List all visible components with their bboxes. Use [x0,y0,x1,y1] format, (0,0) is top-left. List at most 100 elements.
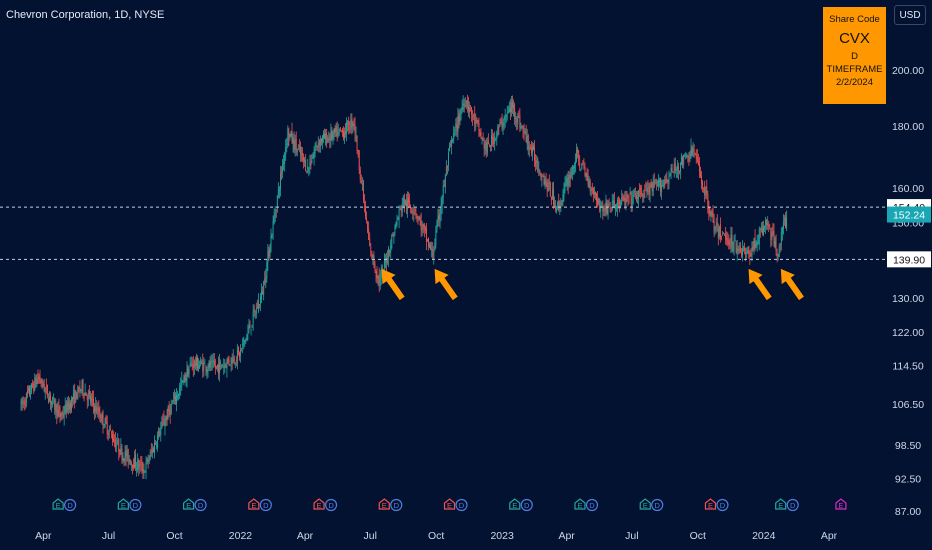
candle-down [467,105,469,111]
dividend-marker[interactable] [651,498,664,512]
candle-down [776,254,778,257]
candle-down [672,171,674,173]
dividend-marker[interactable] [786,498,799,512]
dividend-marker[interactable] [390,498,403,512]
candle-up [459,116,461,121]
candle-up [777,254,779,256]
candle-down [291,130,293,143]
candle-down [744,247,746,251]
candle-down [306,171,308,172]
candle-down [316,145,318,147]
dividend-marker[interactable] [716,498,729,512]
candle-up [495,138,497,140]
earnings-marker[interactable] [443,498,456,510]
candle-down [238,347,239,353]
candle-down [35,378,37,385]
candle-down [660,177,662,192]
candle-up [128,459,130,462]
candle-up [350,119,352,129]
candle-up [715,224,717,229]
earnings-marker[interactable] [248,498,260,510]
candle-down [299,147,301,155]
candle-up [283,162,285,164]
earnings-marker[interactable] [704,498,717,510]
candle-down [770,231,772,240]
x-tick-label: Jul [625,530,638,542]
dividend-marker[interactable] [324,498,338,512]
dividend-marker[interactable] [194,498,207,512]
level-label: 139.90 [893,254,925,266]
candle-down [45,386,47,387]
candle-down [65,404,67,414]
candle-down [365,205,366,217]
candle-down [310,160,312,165]
candle-up [756,242,758,246]
candle-up [68,404,70,410]
candle-up [309,162,311,166]
candle-down [351,117,353,127]
candle-down [305,159,307,171]
y-tick-label: 160.00 [892,183,924,195]
currency-button[interactable]: USD [894,5,926,25]
candle-up [248,325,250,331]
arrow-annotation [748,268,772,301]
dividend-marker[interactable] [455,498,468,512]
candle-up [134,457,135,469]
earnings-marker[interactable] [52,498,64,510]
earnings-marker-label: E [708,501,713,510]
info-box-ticker: CVX [839,30,870,47]
candle-down [159,431,161,436]
candle-up [722,234,723,236]
candle-up [158,429,160,438]
earnings-marker[interactable] [117,498,129,510]
candle-down [373,255,375,266]
candle-up [61,413,63,415]
candle-down [331,131,333,140]
y-tick-label: 130.00 [892,293,924,305]
candle-up [679,171,680,173]
earnings-marker[interactable] [509,498,521,510]
arrow-annotation [434,268,458,301]
arrow-annotation [381,268,405,301]
earnings-marker[interactable] [639,498,651,510]
price-axis[interactable] [886,0,932,550]
candle-up [385,259,386,262]
dividend-marker[interactable] [259,498,272,512]
earnings-marker[interactable] [835,498,847,510]
candle-down [358,150,360,171]
candle-down [142,468,144,474]
candle-down [86,396,88,401]
candle-up [521,125,523,128]
candle-down [76,392,78,400]
earnings-marker[interactable] [775,498,787,510]
candle-down [716,222,718,226]
dividend-marker[interactable] [585,498,599,512]
candle-down [386,261,387,263]
dividend-marker[interactable] [64,498,77,512]
candle-up [157,434,159,448]
earnings-marker[interactable] [378,498,390,510]
earnings-marker[interactable] [574,498,586,510]
earnings-marker[interactable] [182,498,195,510]
dividend-marker-label: D [133,501,139,510]
candle-up [511,102,512,113]
candle-up [244,339,246,343]
candle-up [576,149,578,162]
dividend-marker[interactable] [520,498,533,512]
candle-up [399,206,401,209]
candle-down [698,163,700,172]
candle-down [682,156,684,166]
candle-up [462,103,464,110]
earnings-marker[interactable] [313,498,325,510]
candle-up [460,110,462,116]
candle-up [433,251,435,260]
dividend-marker[interactable] [129,498,142,512]
candle-down [635,195,637,201]
candle-down [147,459,149,463]
candle-up [517,115,519,124]
candle-down [324,133,326,140]
candle-down [761,228,763,234]
candle-down [112,434,113,441]
candle-up [685,155,687,158]
